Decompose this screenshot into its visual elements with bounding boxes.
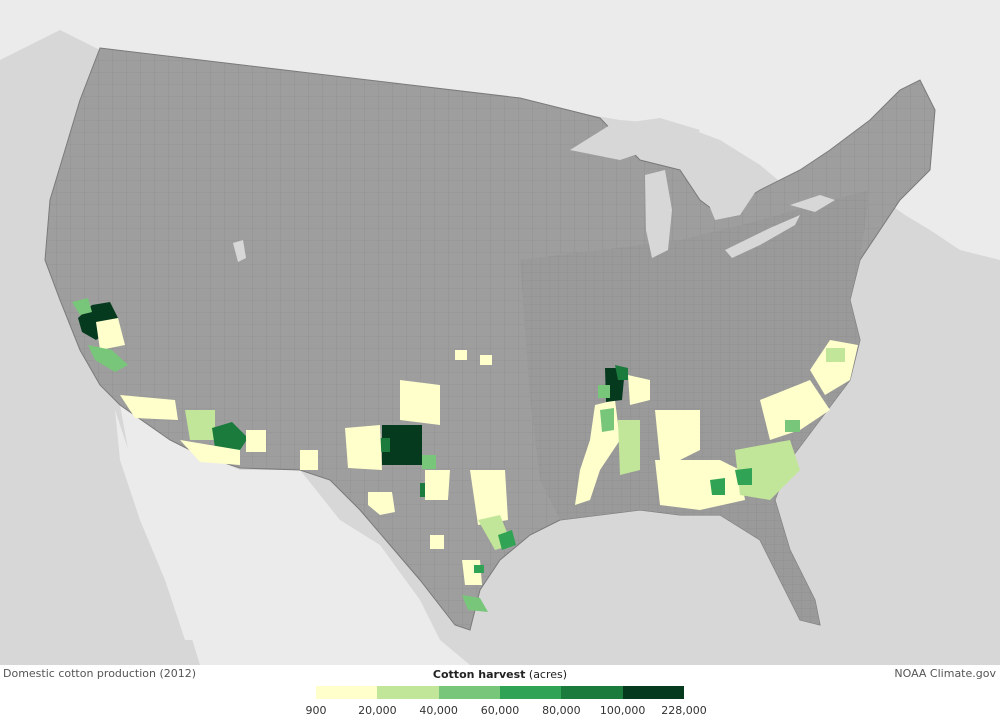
legend-title: Cotton harvest (acres) xyxy=(0,668,1000,681)
map-footer: Domestic cotton production (2012) NOAA C… xyxy=(0,665,1000,718)
region-tx-s1 xyxy=(430,535,444,549)
legend-title-unit: (acres) xyxy=(525,668,568,681)
region-nc xyxy=(810,340,858,395)
region-sc-green xyxy=(785,420,800,432)
region-az-dark xyxy=(212,422,248,450)
region-se-yellow xyxy=(655,410,700,460)
lake-huron xyxy=(700,160,760,220)
region-tx-sw xyxy=(368,492,395,515)
legend-swatch-3 xyxy=(438,686,500,699)
region-ca-north xyxy=(72,298,92,315)
region-ca-light xyxy=(96,318,125,350)
region-tx-coastal-dk xyxy=(498,530,516,550)
region-az-yellow3 xyxy=(246,430,266,452)
cotton-harvest-map xyxy=(0,0,1000,665)
legend-swatch-4 xyxy=(499,686,562,699)
us-land-east xyxy=(520,190,870,625)
region-tx-central xyxy=(470,470,508,525)
canada-land xyxy=(0,0,1000,260)
region-az-yellow xyxy=(120,395,178,420)
region-ca-green xyxy=(88,345,128,372)
region-tx-yellow3 xyxy=(425,470,450,500)
legend-tick-label: 80,000 xyxy=(542,704,581,717)
region-tn-yellow xyxy=(628,375,650,405)
lake-michigan xyxy=(645,170,672,258)
region-ga-dk xyxy=(735,468,752,485)
region-tx-ok xyxy=(455,350,467,360)
lake-ontario xyxy=(790,195,835,212)
region-tx-ok2 xyxy=(480,355,492,365)
region-tx-s3 xyxy=(474,565,484,573)
legend-tick-label: 20,000 xyxy=(358,704,397,717)
region-delta-lgreen xyxy=(618,420,640,475)
region-al xyxy=(655,460,745,510)
region-tn-green xyxy=(598,385,610,398)
legend-tick-label: 228,000 xyxy=(661,704,707,717)
legend-swatch-2 xyxy=(377,686,439,699)
great-salt-lake xyxy=(233,240,246,262)
legend-swatch-6 xyxy=(622,686,684,699)
region-tx-rg xyxy=(462,595,488,612)
legend-tick-label: 100,000 xyxy=(599,704,646,717)
map-caption: Domestic cotton production (2012) xyxy=(3,667,197,680)
region-tx-hp-yellow2 xyxy=(400,380,440,425)
region-tx-green xyxy=(422,455,436,469)
mexico-land xyxy=(120,405,470,665)
region-delta-green xyxy=(600,408,614,432)
legend-swatch-1 xyxy=(316,686,378,699)
legend-tick-label: 900 xyxy=(305,704,327,717)
region-tx-hp-yellow xyxy=(345,425,382,470)
baja-land xyxy=(115,410,200,640)
lake-erie xyxy=(725,215,800,258)
legend-color-bar xyxy=(316,686,684,699)
region-ga-dk2 xyxy=(710,478,725,495)
cotton-regions xyxy=(72,298,858,612)
lake-superior xyxy=(570,118,700,160)
legend-tick-label: 60,000 xyxy=(480,704,520,717)
region-tx-west xyxy=(300,450,318,470)
region-az-lgreen xyxy=(185,410,215,440)
region-tx-hp-mid xyxy=(380,438,390,452)
region-nc-green xyxy=(826,348,845,362)
region-bootheel2 xyxy=(615,365,628,380)
legend-title-main: Cotton harvest xyxy=(432,668,526,681)
legend-swatch-5 xyxy=(561,686,623,699)
region-az-yellow2 xyxy=(180,440,240,465)
region-sc xyxy=(760,380,830,440)
legend-tick-label: 40,000 xyxy=(419,704,458,717)
source-credit: NOAA Climate.gov xyxy=(894,667,996,680)
